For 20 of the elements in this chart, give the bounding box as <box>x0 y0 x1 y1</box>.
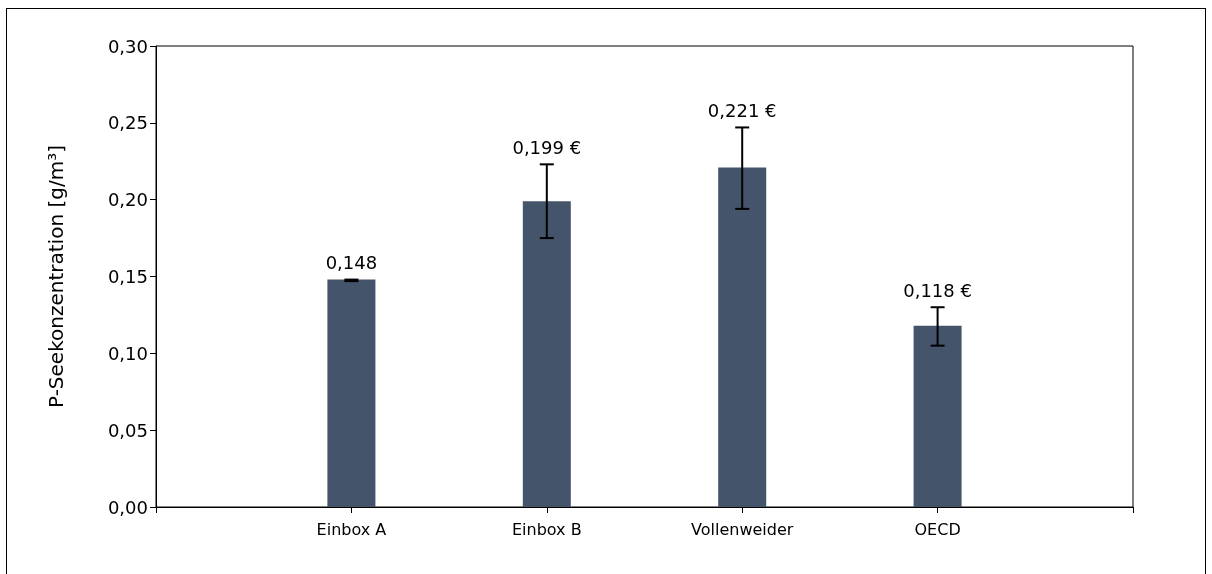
data-label: 0,221 € <box>707 99 777 121</box>
x-tick-label: OECD <box>914 519 961 539</box>
y-tick-label: 0,15 <box>107 266 148 287</box>
bar <box>327 279 376 507</box>
y-axis-title: P-Seekonzentration [g/m³] <box>44 145 68 408</box>
y-tick-label: 0,00 <box>107 496 148 518</box>
bar <box>522 201 571 507</box>
x-tick-label: Vollenweider <box>691 519 794 539</box>
y-tick-label: 0,25 <box>107 112 148 134</box>
bar <box>718 167 767 507</box>
data-label: 0,199 € <box>512 136 582 158</box>
data-label: 0,148 <box>325 252 378 274</box>
x-tick-label: Einbox B <box>511 519 582 539</box>
y-tick-label: 0,30 <box>107 35 148 57</box>
bar <box>913 325 962 507</box>
x-tick-label: Einbox A <box>316 519 387 539</box>
y-tick-label: 0,10 <box>107 342 148 364</box>
y-tick-label: 0,20 <box>107 189 148 211</box>
y-tick-label: 0,05 <box>107 419 148 441</box>
data-label: 0,118 € <box>903 279 972 301</box>
